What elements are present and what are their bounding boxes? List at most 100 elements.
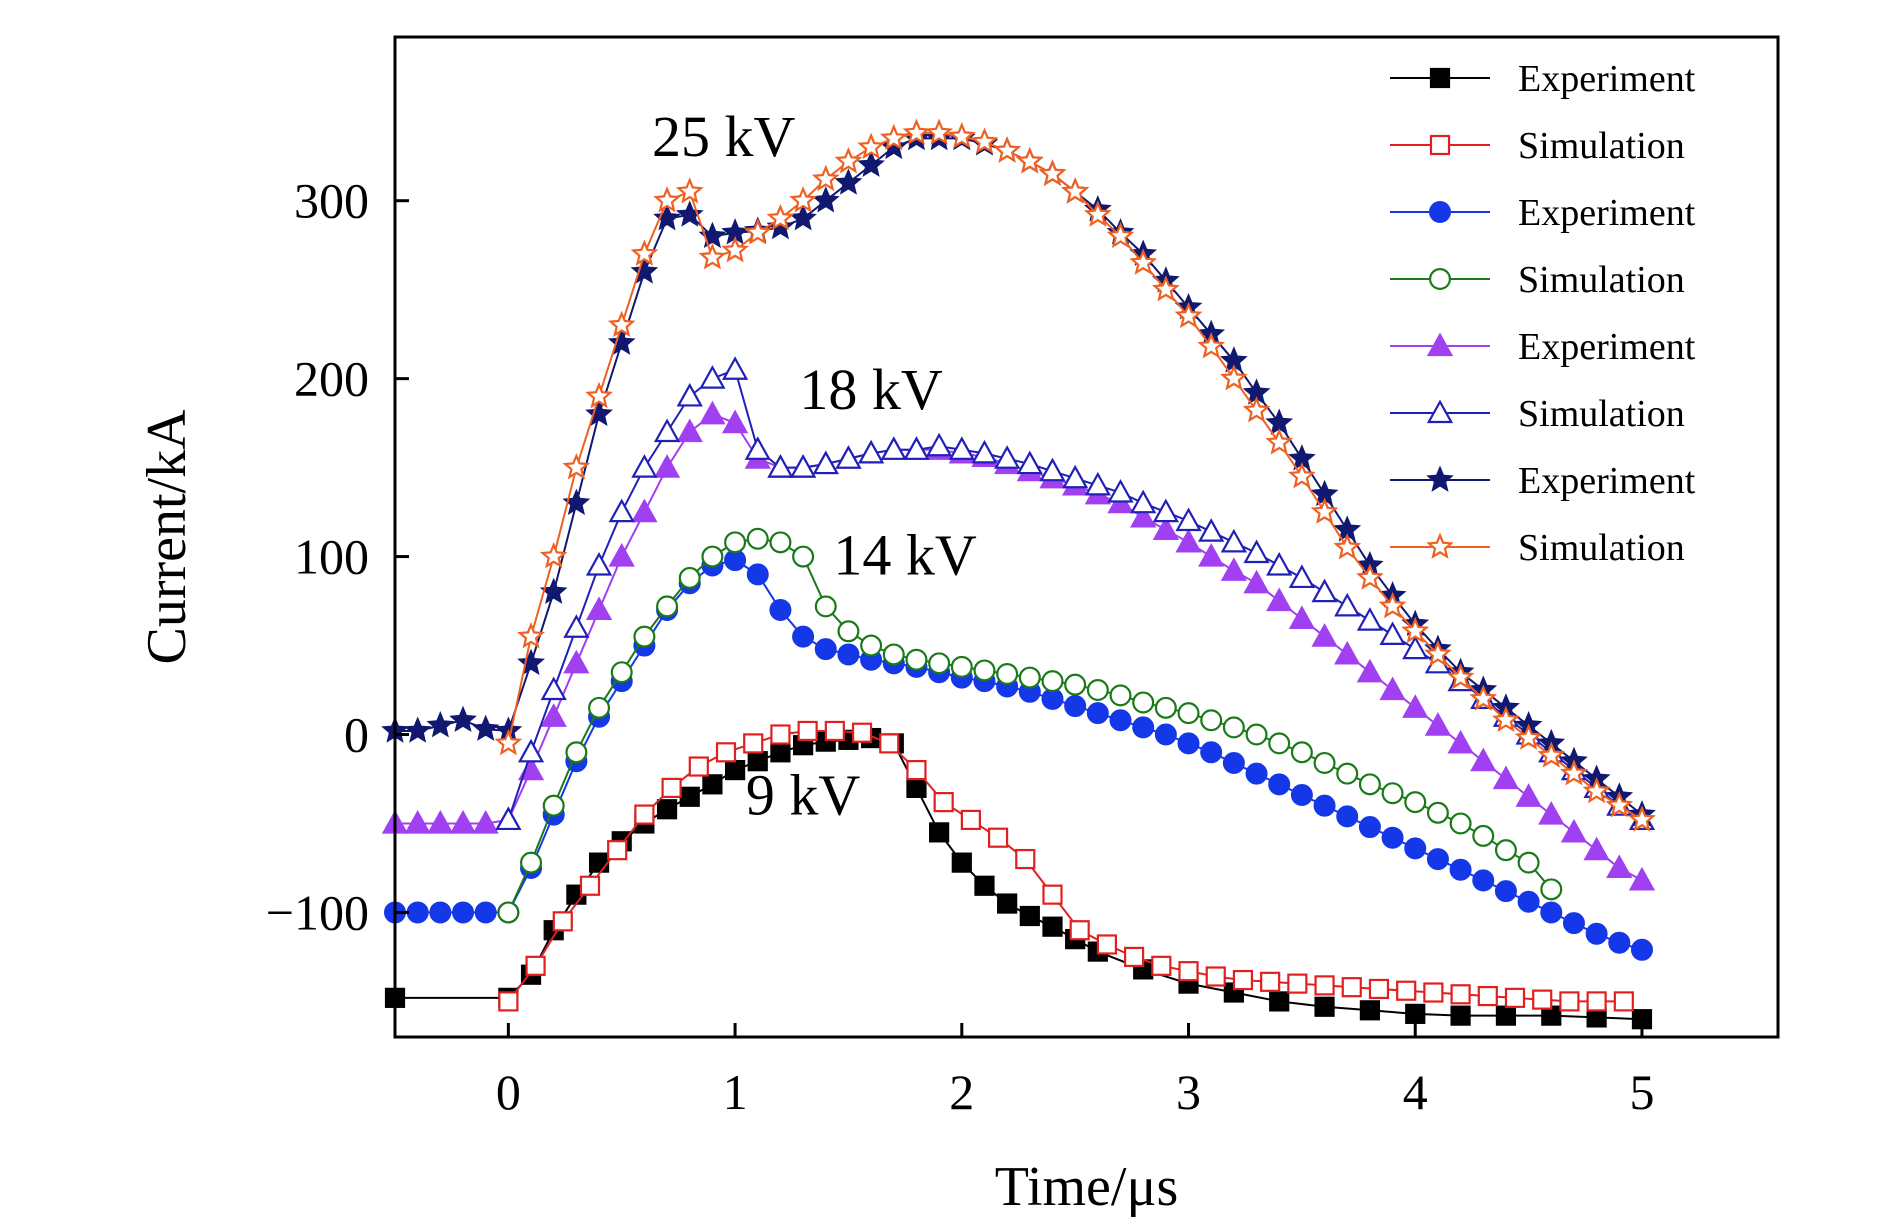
square-marker bbox=[1314, 975, 1335, 996]
star-marker bbox=[1426, 465, 1454, 492]
x-tick-label: 1 bbox=[723, 1064, 748, 1120]
legend-item: Experiment bbox=[1390, 192, 1696, 234]
triangle-marker bbox=[1175, 528, 1202, 553]
star-marker bbox=[1083, 200, 1112, 227]
triangle-marker bbox=[699, 365, 726, 389]
circle-marker bbox=[882, 643, 905, 666]
triangle-marker bbox=[1379, 676, 1406, 701]
star-marker bbox=[834, 147, 863, 174]
circle-marker bbox=[542, 794, 565, 817]
star-marker bbox=[743, 218, 772, 245]
circle-marker bbox=[1245, 723, 1268, 746]
triangle-marker bbox=[449, 809, 477, 834]
square-marker bbox=[951, 852, 972, 873]
triangle-marker bbox=[1538, 801, 1565, 825]
square-marker bbox=[906, 759, 927, 781]
triangle-marker bbox=[744, 436, 771, 460]
triangle-marker bbox=[540, 703, 567, 727]
square-marker bbox=[1042, 884, 1063, 905]
star-marker bbox=[449, 705, 477, 733]
circle-marker bbox=[701, 545, 724, 568]
circle-marker bbox=[1494, 880, 1517, 903]
triangle-marker bbox=[495, 806, 522, 831]
square-marker bbox=[1341, 977, 1362, 998]
triangle-marker bbox=[721, 356, 749, 380]
circle-marker bbox=[1358, 773, 1381, 796]
circle-marker bbox=[1540, 901, 1563, 924]
square-marker bbox=[661, 777, 682, 798]
series-line bbox=[395, 737, 1643, 1021]
circle-marker bbox=[996, 663, 1019, 686]
circle-marker bbox=[837, 620, 860, 643]
square-marker bbox=[656, 799, 678, 820]
square-marker bbox=[987, 827, 1009, 848]
y-tick-label: 0 bbox=[344, 707, 369, 763]
circle-marker bbox=[429, 901, 452, 924]
star-marker bbox=[834, 168, 863, 195]
triangle-marker bbox=[948, 436, 975, 460]
circle-marker bbox=[905, 648, 928, 671]
legend-item: Simulation bbox=[1390, 393, 1685, 435]
legend-item: Simulation bbox=[1390, 125, 1685, 167]
star-marker bbox=[1219, 364, 1248, 391]
star-marker bbox=[993, 136, 1022, 163]
square-marker bbox=[607, 840, 628, 861]
triangle-marker bbox=[427, 809, 454, 834]
star-marker bbox=[1605, 791, 1634, 818]
triangle-marker bbox=[676, 382, 703, 407]
curve-annotation: 9 kV bbox=[746, 763, 861, 828]
triangle-marker bbox=[1288, 605, 1316, 629]
circle-marker bbox=[1268, 773, 1291, 796]
x-axis-label: Time/μs bbox=[995, 1156, 1179, 1218]
star-marker bbox=[1537, 741, 1566, 768]
triangle-marker bbox=[1266, 551, 1293, 576]
square-marker bbox=[1069, 920, 1090, 941]
circle-marker bbox=[497, 901, 520, 924]
triangle-marker bbox=[1198, 518, 1225, 542]
triangle-marker bbox=[1628, 866, 1656, 891]
circle-marker bbox=[520, 851, 543, 874]
circle-marker bbox=[1562, 912, 1585, 935]
square-marker bbox=[715, 742, 737, 763]
circle-marker bbox=[1494, 839, 1517, 862]
circle-marker bbox=[1336, 762, 1359, 785]
circle-marker bbox=[814, 595, 837, 618]
y-tick-label: 100 bbox=[294, 529, 369, 585]
triangle-marker bbox=[1356, 658, 1384, 683]
circle-marker bbox=[1154, 696, 1177, 719]
circle-marker bbox=[792, 545, 815, 568]
square-marker bbox=[702, 774, 723, 795]
circle-marker bbox=[1426, 848, 1449, 871]
triangle-marker bbox=[1016, 450, 1043, 475]
square-marker bbox=[929, 822, 950, 843]
square-marker bbox=[579, 875, 601, 896]
circle-marker bbox=[588, 696, 611, 719]
circle-marker bbox=[1426, 801, 1449, 824]
star-marker bbox=[1492, 705, 1520, 733]
star-marker bbox=[471, 714, 500, 741]
square-marker bbox=[498, 991, 519, 1012]
circle-marker bbox=[837, 643, 860, 666]
circle-marker bbox=[1472, 869, 1495, 892]
circle-marker bbox=[1608, 931, 1631, 954]
triangle-marker bbox=[1198, 543, 1225, 567]
star-marker bbox=[1174, 301, 1203, 329]
triangle-marker bbox=[1424, 712, 1452, 736]
star-marker bbox=[585, 399, 613, 427]
triangle-marker bbox=[1334, 640, 1361, 665]
circle-marker bbox=[1630, 938, 1653, 961]
triangle-marker bbox=[789, 454, 817, 478]
circle-marker bbox=[678, 566, 701, 589]
triangle-marker bbox=[812, 450, 839, 475]
square-marker bbox=[1586, 991, 1607, 1012]
triangle-marker bbox=[1288, 564, 1316, 589]
triangle-marker bbox=[721, 409, 749, 434]
star-marker bbox=[1038, 159, 1067, 186]
circle-marker bbox=[1404, 837, 1427, 860]
star-marker bbox=[1401, 616, 1430, 644]
triangle-marker bbox=[994, 445, 1021, 469]
circle-marker bbox=[1245, 762, 1268, 785]
square-marker bbox=[824, 720, 845, 742]
square-marker bbox=[851, 722, 873, 743]
triangle-marker bbox=[1311, 578, 1338, 603]
